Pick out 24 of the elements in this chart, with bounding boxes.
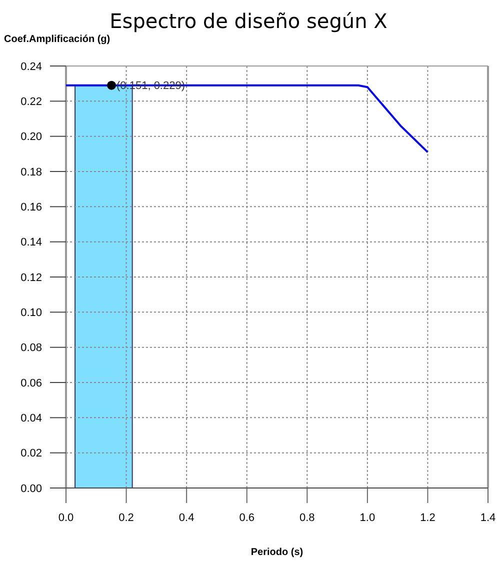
y-axis-title: Coef.Amplificación (g) [4,34,110,45]
y-tick-label: 0.08 [20,342,42,354]
x-tick-label: 0.6 [239,512,255,524]
y-tick-label: 0.12 [20,272,42,284]
y-tick-label: 0.06 [20,377,42,390]
y-tick-label: 0.10 [20,307,42,320]
y-tick-label: 0.16 [20,202,42,214]
x-tick-label: 1.2 [420,512,436,524]
y-tick-label: 0.24 [20,60,42,73]
x-tick-label: 0.4 [178,512,194,524]
y-tick-label: 0.04 [20,412,42,425]
x-tick-label: 0.8 [299,512,315,524]
y-tick-label: 0.18 [20,166,42,178]
y-tick-label: 0.02 [20,448,42,460]
y-tick-label: 0.20 [20,131,42,144]
y-tick-label: 0.22 [20,96,42,108]
x-tick-label: 1.0 [360,512,376,524]
chart-title: Espectro de diseño según X [110,9,388,33]
x-tick-label: 0.0 [58,512,74,524]
y-tick-label: 0.14 [20,236,42,249]
x-tick-label: 1.4 [480,512,496,524]
x-tick-label: 0.2 [118,512,134,524]
y-tick-label: 0.00 [20,482,42,495]
x-axis-title: Periodo (s) [250,547,304,558]
